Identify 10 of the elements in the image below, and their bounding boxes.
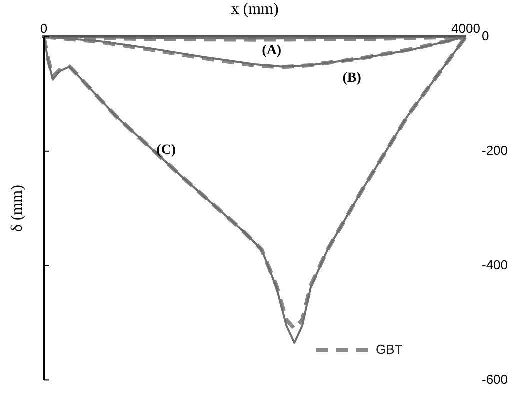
annotation: (C) (156, 142, 176, 158)
y-axis-title: δ (mm) (9, 185, 26, 232)
x-axis-title: x (mm) (231, 0, 279, 18)
annotation: (B) (342, 70, 362, 86)
y-tick-label: -200 (482, 142, 508, 158)
y-tick-label: -600 (482, 372, 508, 387)
y-tick-label: -400 (482, 257, 508, 272)
x-tick-label: 4000 (452, 20, 480, 36)
annotation: (A) (262, 43, 282, 58)
legend-label: GBT (376, 342, 403, 357)
